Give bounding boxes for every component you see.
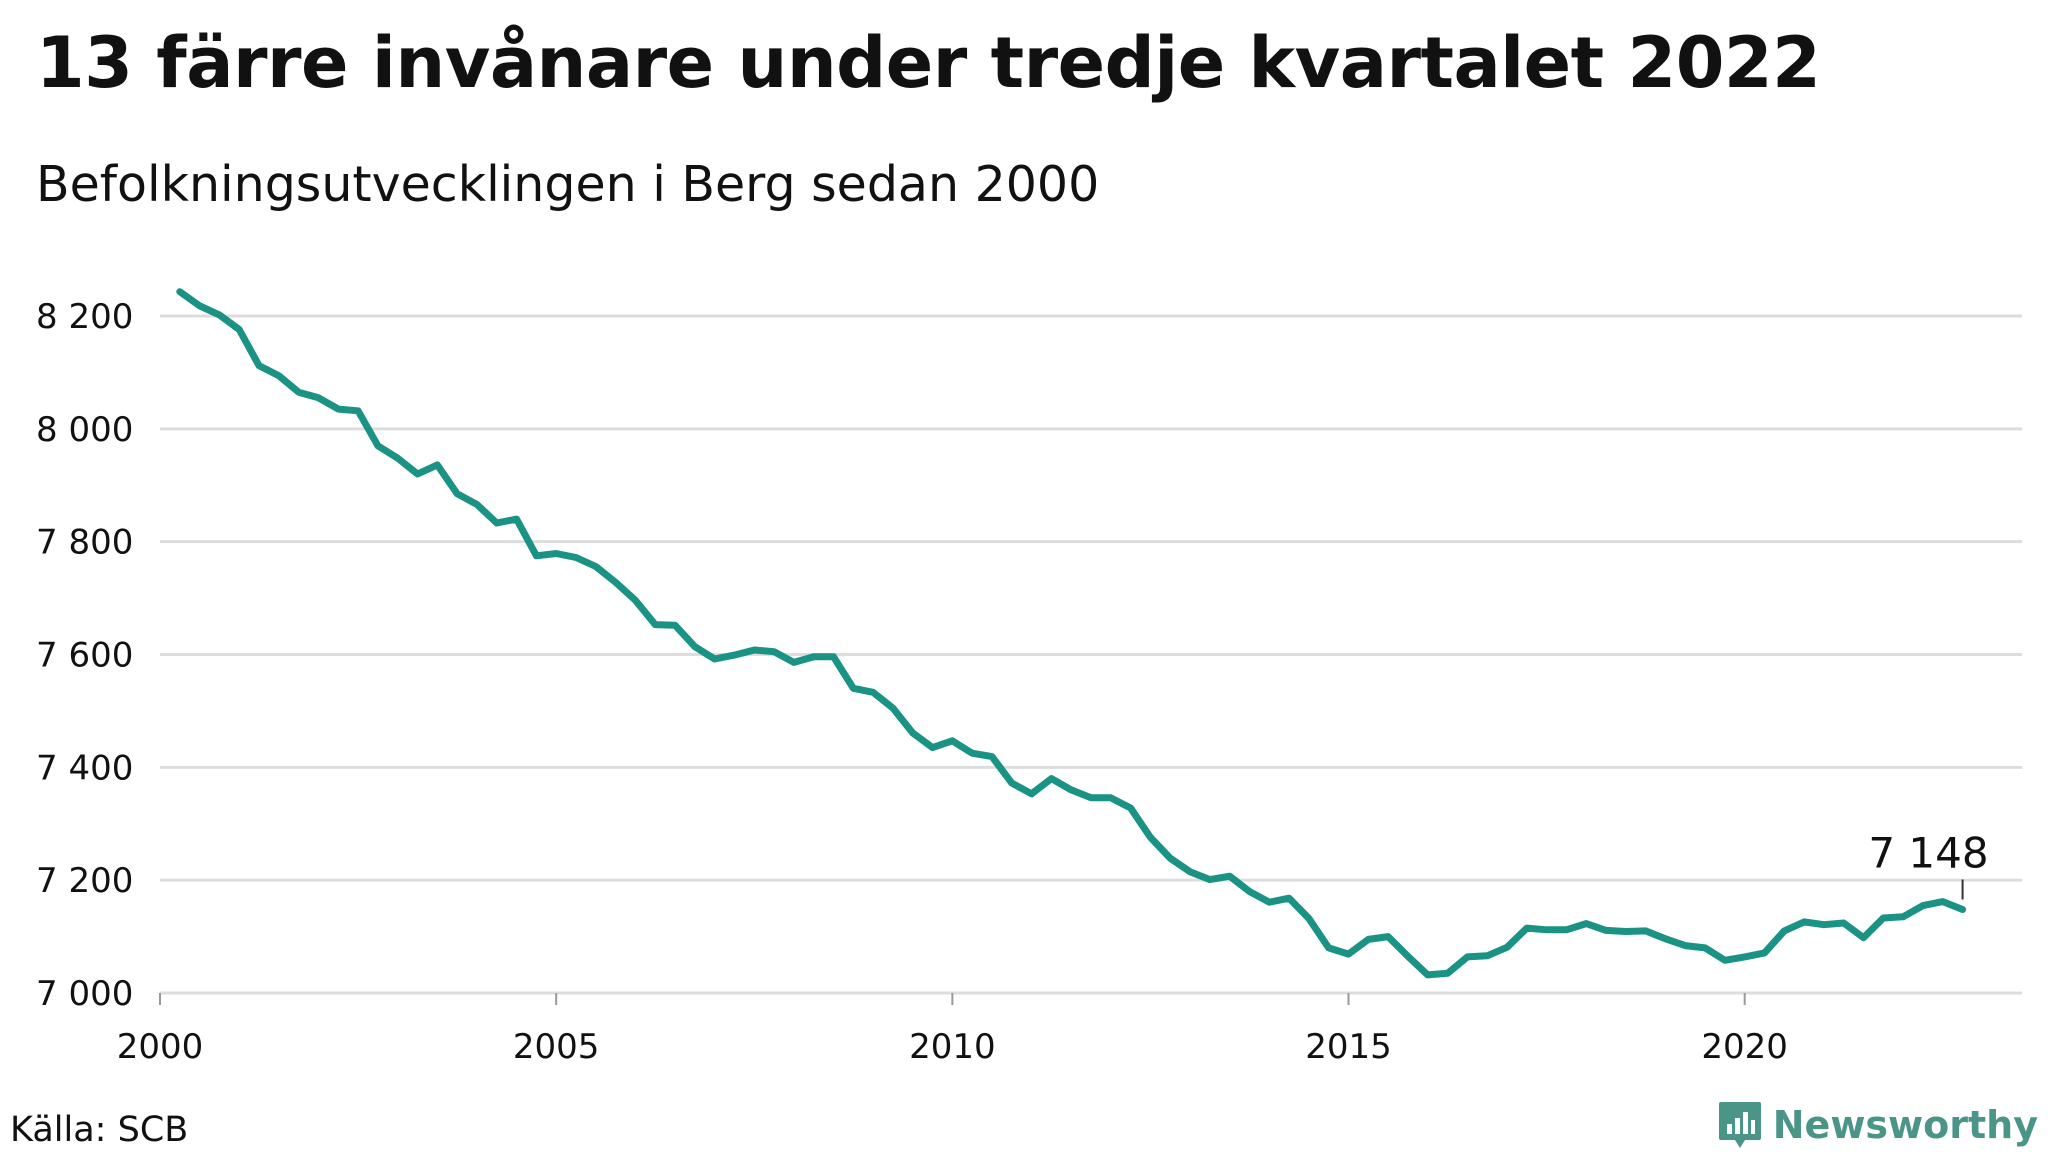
- chart-subtitle: Befolkningsutvecklingen i Berg sedan 200…: [36, 156, 1100, 213]
- series-line-befolkning: [176, 288, 1967, 979]
- y-tick-label: 7 000: [36, 974, 133, 1014]
- y-tick-label: 8 200: [36, 297, 133, 337]
- x-axis: 2000 2005 2010 2015 2020: [117, 993, 1788, 1067]
- y-tick-label: 7 800: [36, 523, 133, 563]
- line-chart: 7 000 7 200 7 400 7 600 7 800 8 000 8 200 2000…: [36, 288, 2022, 1067]
- newsworthy-logo-icon: [1718, 1102, 1761, 1148]
- y-tick-label: 7 600: [36, 636, 133, 676]
- x-tick-label: 2020: [1701, 1027, 1788, 1067]
- chart-title: 13 färre invånare under tredje kvartalet…: [36, 22, 1821, 104]
- x-tick-label: 2005: [513, 1027, 600, 1067]
- y-tick-label: 8 000: [36, 410, 133, 450]
- brand-logo: Newsworthy: [1717, 1100, 2038, 1150]
- annotations: 7 148: [1868, 829, 1989, 900]
- source-note: Källa: SCB: [10, 1110, 189, 1150]
- grid-lines: [160, 314, 2022, 995]
- end-value-label: 7 148: [1868, 829, 1988, 878]
- y-tick-label: 7 200: [36, 861, 133, 901]
- brand-name: Newsworthy: [1772, 1103, 2038, 1147]
- x-tick-label: 2015: [1305, 1027, 1392, 1067]
- series-layer: [176, 288, 1967, 979]
- x-tick-label: 2000: [117, 1027, 204, 1067]
- y-tick-label: 7 400: [36, 748, 133, 788]
- y-axis: 7 000 7 200 7 400 7 600 7 800 8 000 8 200: [36, 297, 133, 1014]
- x-tick-label: 2010: [909, 1027, 996, 1067]
